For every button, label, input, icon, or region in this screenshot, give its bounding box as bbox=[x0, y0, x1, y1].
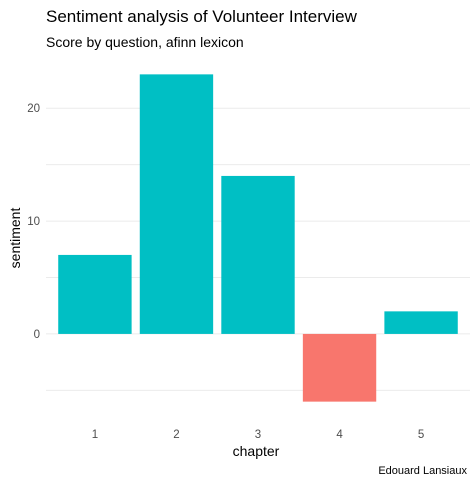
bars bbox=[58, 74, 458, 402]
x-tick-label: 4 bbox=[336, 429, 343, 441]
bar-chapter-2 bbox=[139, 74, 214, 334]
y-tick-labels: 0 10 20 bbox=[27, 103, 40, 341]
x-tick-label: 5 bbox=[418, 429, 424, 441]
chart-subtitle: Score by question, afinn lexicon bbox=[46, 34, 244, 50]
y-tick-label: 0 bbox=[34, 329, 40, 341]
x-tick-label: 3 bbox=[255, 429, 261, 441]
y-tick-label: 10 bbox=[27, 216, 40, 228]
y-tick-label: 20 bbox=[27, 103, 40, 115]
bar-chapter-1 bbox=[58, 254, 132, 334]
bar-chapter-5 bbox=[384, 311, 458, 334]
bar-chapter-4 bbox=[302, 333, 377, 402]
y-axis-title: sentiment bbox=[7, 208, 23, 269]
x-tick-label: 2 bbox=[173, 429, 179, 441]
x-tick-labels: 1 2 3 4 5 bbox=[92, 429, 425, 441]
x-axis-title: chapter bbox=[233, 443, 280, 459]
chart-caption: Edouard Lansiaux bbox=[378, 465, 467, 477]
x-tick-label: 1 bbox=[92, 429, 98, 441]
bar-chapter-3 bbox=[221, 175, 295, 334]
chart-title: Sentiment analysis of Volunteer Intervie… bbox=[46, 7, 358, 26]
